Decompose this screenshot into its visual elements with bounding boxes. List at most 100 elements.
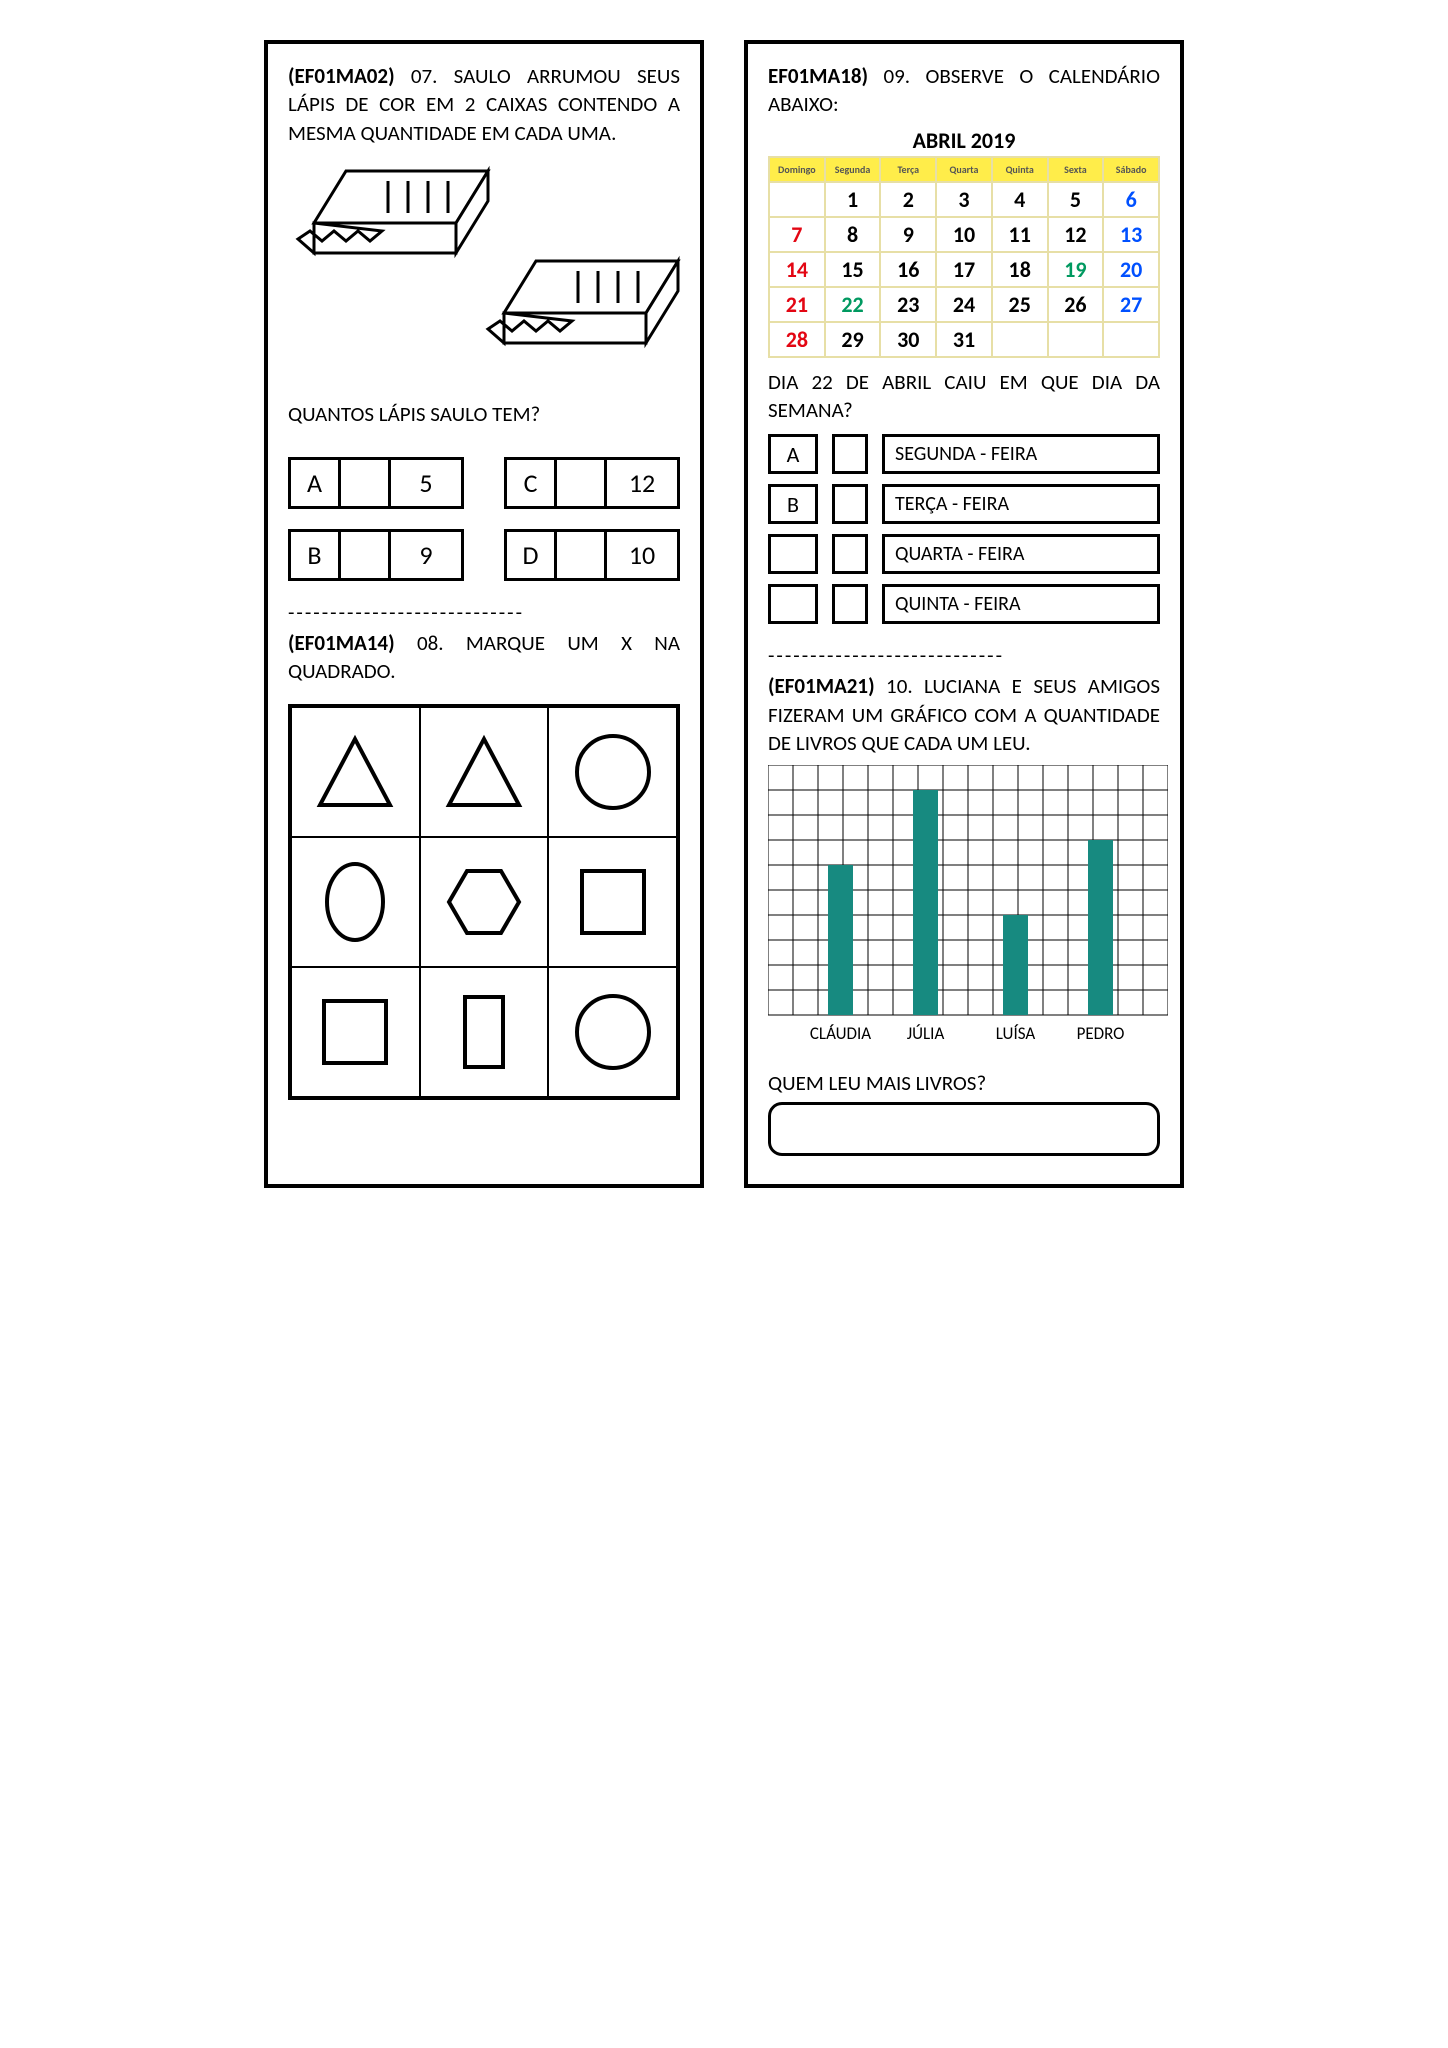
shape-cell-square[interactable]: [548, 837, 677, 967]
q7-option-d[interactable]: D 10: [504, 529, 680, 581]
calendar-header: DomingoSegundaTerçaQuartaQuintaSextaSába…: [769, 157, 1159, 182]
calendar-cell: 29: [825, 322, 881, 357]
option-blank: [557, 532, 607, 578]
calendar-cell: 8: [825, 217, 881, 252]
calendar-cell: 28: [769, 322, 825, 357]
chart-svg: CLÁUDIA JÚLIA LUÍSA PEDRO: [768, 765, 1168, 1055]
q9-option-d[interactable]: QUINTA - FEIRA: [768, 584, 1160, 624]
calendar-day-header: Segunda: [825, 157, 881, 182]
calendar-cell: 14: [769, 252, 825, 287]
calendar-cell: 16: [880, 252, 936, 287]
shape-cell-rect[interactable]: [420, 967, 549, 1097]
q9-option-a[interactable]: A SEGUNDA - FEIRA: [768, 434, 1160, 474]
calendar-cell: 17: [936, 252, 992, 287]
q9-option-c[interactable]: QUARTA - FEIRA: [768, 534, 1160, 574]
calendar-cell: 7: [769, 217, 825, 252]
option-blank: [832, 534, 868, 574]
option-label: B: [291, 532, 341, 578]
calendar-title: ABRIL 2019: [768, 127, 1160, 154]
shape-cell-square[interactable]: [291, 967, 420, 1097]
q10-subquestion: QUEM LEU MAIS LIVROS?: [768, 1070, 1160, 1096]
calendar-cell: 13: [1103, 217, 1159, 252]
calendar-cell: 31: [936, 322, 992, 357]
shape-cell-triangle[interactable]: [420, 707, 549, 837]
calendar-day-header: Sábado: [1103, 157, 1159, 182]
svg-text:CLÁUDIA: CLÁUDIA: [810, 1023, 871, 1044]
q7-code: (EF01MA02): [288, 63, 395, 89]
calendar-cell: 30: [880, 322, 936, 357]
shape-cell-hexagon[interactable]: [420, 837, 549, 967]
q8-text: (EF01MA14) 08. MARQUE UM X NA QUADRADO.: [288, 629, 680, 686]
calendar-cell: 19: [1048, 252, 1104, 287]
separator: ----------------------------: [288, 599, 680, 625]
q9-text: EF01MA18) 09. OBSERVE O CALENDÁRIO ABAIX…: [768, 62, 1160, 119]
option-label: A: [768, 434, 818, 474]
option-text: QUINTA - FEIRA: [882, 584, 1160, 624]
option-label: A: [291, 460, 341, 506]
option-label: B: [768, 484, 818, 524]
q7-subquestion: QUANTOS LÁPIS SAULO TEM?: [288, 401, 680, 427]
option-text: SEGUNDA - FEIRA: [882, 434, 1160, 474]
option-value: 9: [391, 532, 461, 578]
calendar-day-header: Terça: [880, 157, 936, 182]
calendar-day-header: Quarta: [936, 157, 992, 182]
option-blank: [341, 532, 391, 578]
bar-chart: CLÁUDIA JÚLIA LUÍSA PEDRO: [768, 765, 1160, 1060]
calendar-cell: 26: [1048, 287, 1104, 322]
calendar-cell: 4: [992, 182, 1048, 217]
calendar-cell: [992, 322, 1048, 357]
shape-cell-circle[interactable]: [548, 967, 677, 1097]
calendar-cell: 21: [769, 287, 825, 322]
calendar-cell: 1: [825, 182, 881, 217]
q9-answer-list: A SEGUNDA - FEIRA B TERÇA - FEIRA QUARTA…: [768, 434, 1160, 624]
calendar-cell: 9: [880, 217, 936, 252]
q10-text: (EF01MA21) 10. LUCIANA E SEUS AMIGOS FIZ…: [768, 672, 1160, 757]
calendar-day-header: Sexta: [1048, 157, 1104, 182]
option-label: D: [507, 532, 557, 578]
separator: ----------------------------: [768, 642, 1160, 668]
answer-input-box[interactable]: [768, 1102, 1160, 1156]
option-label: [768, 584, 818, 624]
pencil-illustration: [288, 161, 680, 391]
calendar-cell: 11: [992, 217, 1048, 252]
q9-code: EF01MA18): [768, 63, 868, 89]
svg-text:LUÍSA: LUÍSA: [996, 1023, 1036, 1044]
shapes-grid: [288, 704, 680, 1100]
q10-code: (EF01MA21): [768, 673, 875, 699]
q8-code: (EF01MA14): [288, 630, 395, 656]
svg-text:JÚLIA: JÚLIA: [907, 1023, 945, 1044]
calendar-cell: 27: [1103, 287, 1159, 322]
calendar-day-header: Quinta: [992, 157, 1048, 182]
shape-cell-triangle[interactable]: [291, 707, 420, 837]
calendar-cell: 23: [880, 287, 936, 322]
pencil-box-2-icon: [478, 251, 688, 391]
calendar-body: 1234567891011121314151617181920212223242…: [769, 182, 1159, 357]
option-value: 10: [607, 532, 677, 578]
pencil-box-1-icon: [288, 161, 498, 301]
option-blank: [341, 460, 391, 506]
right-column: EF01MA18) 09. OBSERVE O CALENDÁRIO ABAIX…: [744, 40, 1184, 1188]
q9-option-b[interactable]: B TERÇA - FEIRA: [768, 484, 1160, 524]
svg-text:PEDRO: PEDRO: [1077, 1023, 1125, 1044]
q7-option-c[interactable]: C 12: [504, 457, 680, 509]
calendar: DomingoSegundaTerçaQuartaQuintaSextaSába…: [768, 156, 1160, 358]
option-blank: [557, 460, 607, 506]
q7-text: (EF01MA02) 07. SAULO ARRUMOU SEUS LÁPIS …: [288, 62, 680, 147]
calendar-cell: [1048, 322, 1104, 357]
q7-option-b[interactable]: B 9: [288, 529, 464, 581]
calendar-cell: 18: [992, 252, 1048, 287]
calendar-cell: 5: [1048, 182, 1104, 217]
calendar-cell: 24: [936, 287, 992, 322]
option-text: QUARTA - FEIRA: [882, 534, 1160, 574]
shape-cell-ellipse[interactable]: [291, 837, 420, 967]
left-column: (EF01MA02) 07. SAULO ARRUMOU SEUS LÁPIS …: [264, 40, 704, 1188]
shape-cell-circle[interactable]: [548, 707, 677, 837]
calendar-cell: 20: [1103, 252, 1159, 287]
calendar-cell: 10: [936, 217, 992, 252]
calendar-cell: 6: [1103, 182, 1159, 217]
calendar-cell: 22: [825, 287, 881, 322]
calendar-cell: [769, 182, 825, 217]
q7-option-a[interactable]: A 5: [288, 457, 464, 509]
option-label: C: [507, 460, 557, 506]
calendar-day-header: Domingo: [769, 157, 825, 182]
